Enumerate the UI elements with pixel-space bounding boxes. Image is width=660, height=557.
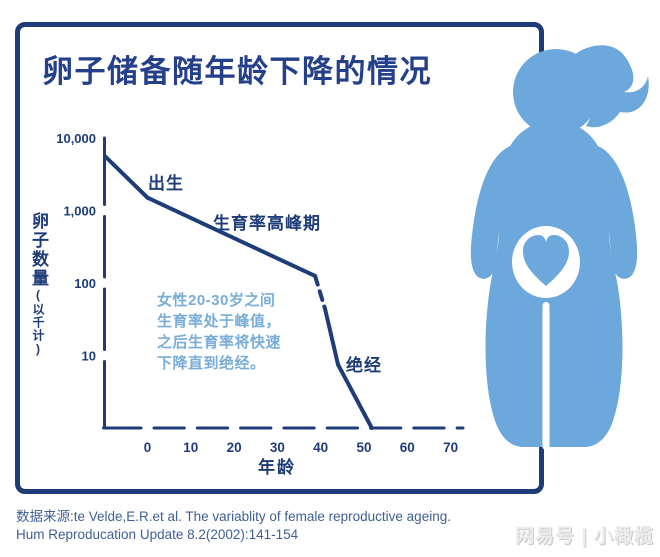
y-tick-label: 100 — [74, 276, 96, 291]
x-tick-label: 30 — [270, 440, 285, 455]
x-tick-label: 70 — [443, 440, 458, 455]
x-tick-label: 0 — [144, 440, 152, 455]
x-tick-label: 40 — [313, 440, 328, 455]
annotation-birth: 出生 — [148, 174, 184, 193]
annotation-peak-fertility: 生育率高峰期 — [213, 214, 321, 233]
y-axis-title-main: 卵子数量 — [29, 212, 48, 288]
annotation-menopause: 绝经 — [346, 356, 382, 375]
x-axis-title: 年龄 — [258, 458, 296, 477]
chart-title: 卵子储备随年龄下降的情况 — [42, 54, 432, 89]
annotation-note-paragraph: 女性20-30岁之间 生育率处于峰值， 之后生育率将快速 下降直到绝经。 — [157, 292, 282, 372]
pregnant-woman-silhouette — [470, 45, 649, 450]
egg-reserve-curve-segment — [323, 306, 341, 367]
x-tick-label: 20 — [227, 440, 242, 455]
x-tick-label: 10 — [183, 440, 198, 455]
y-tick-label: 10 — [82, 349, 96, 364]
egg-reserve-curve-segment — [336, 362, 374, 430]
data-source-line2: Hum Reproducation Update 8.2(2002):141-1… — [16, 527, 299, 542]
left-arm-shape — [470, 146, 517, 279]
y-axis-title: 卵子数量(以千计) — [28, 212, 48, 362]
y-tick-label: 1,000 — [63, 204, 96, 219]
head-shape — [513, 49, 599, 135]
egg-reserve-curve-segment — [145, 195, 318, 278]
y-axis-title-sub: (以千计) — [31, 288, 45, 357]
heart-icon — [523, 235, 569, 286]
y-tick-label: 10,000 — [56, 131, 96, 146]
x-tick-label: 60 — [400, 440, 415, 455]
watermark: 网易号 | 小橄榄 — [515, 526, 654, 547]
right-arm-shape — [591, 146, 638, 279]
egg-reserve-curve-segment — [313, 273, 328, 311]
x-tick-label: 50 — [356, 440, 371, 455]
data-source-line1: 数据来源:te Velde,E.R.et al. The variablity … — [16, 509, 451, 524]
egg-reserve-curve-segment — [103, 154, 150, 200]
data-source: 数据来源:te Velde,E.R.et al. The variablity … — [16, 508, 516, 544]
leg-divider — [542, 302, 550, 450]
